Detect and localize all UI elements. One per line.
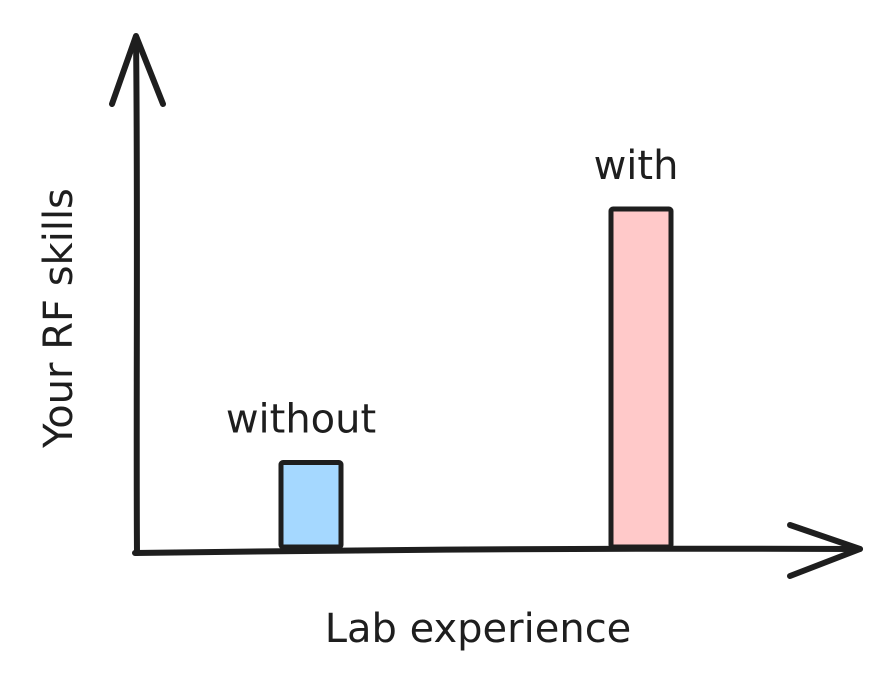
bar-labels-group: without with — [226, 143, 679, 443]
bar-with — [608, 206, 674, 550]
x-axis-arrowhead — [787, 522, 863, 579]
bar-label-with: with — [594, 143, 679, 189]
y-axis-label: Your RF skills — [36, 188, 82, 449]
y-axis-line — [133, 35, 140, 556]
y-axis — [109, 33, 166, 556]
x-axis-label: Lab experience — [325, 606, 632, 652]
x-axis — [132, 522, 863, 579]
y-axis-arrowhead — [109, 33, 166, 107]
bar-without — [278, 460, 344, 550]
bars-group — [278, 206, 674, 550]
x-axis-line — [132, 545, 863, 556]
bar-label-without: without — [226, 397, 376, 443]
